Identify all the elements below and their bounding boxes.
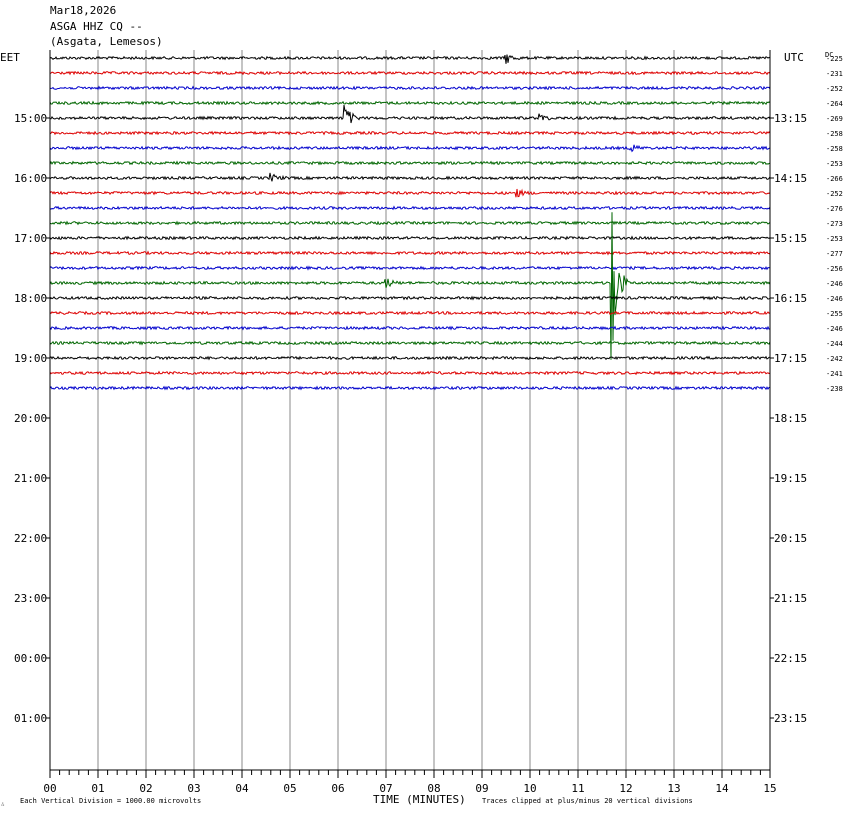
eet-hour-label: 16:00 xyxy=(14,172,47,185)
left-timezone-label: EET xyxy=(0,51,20,64)
x-tick-label: 15 xyxy=(763,782,776,795)
seismic-trace xyxy=(49,250,771,256)
x-tick-label: 08 xyxy=(427,782,440,795)
dc-offset-label: -231 xyxy=(826,70,843,78)
seismic-trace xyxy=(49,188,771,198)
seismic-trace xyxy=(49,172,771,182)
seismic-trace xyxy=(49,370,771,376)
seismic-trace xyxy=(49,325,771,331)
minute-grid xyxy=(97,50,723,770)
seismic-trace xyxy=(49,235,771,241)
label-group: -225 -231 -252 -264 -269 -258 -258 -253 -266 -252… xyxy=(14,55,843,795)
station-label: ASGA HHZ CQ -- xyxy=(50,20,143,33)
x-tick-label: 05 xyxy=(283,782,296,795)
seismic-trace xyxy=(49,355,771,361)
dc-offset-label: -246 xyxy=(826,280,843,288)
eet-hour-label: 21:00 xyxy=(14,472,47,485)
x-tick-label: 01 xyxy=(91,782,104,795)
corner-mark: ∴ xyxy=(1,801,5,808)
utc-hour-label: 22:15 xyxy=(774,652,807,665)
dc-offset-label: -258 xyxy=(826,145,843,153)
dc-offset-label: -276 xyxy=(826,205,843,213)
utc-hour-label: 23:15 xyxy=(774,712,807,725)
x-tick-label: 14 xyxy=(715,782,729,795)
seismic-trace xyxy=(49,144,771,153)
x-tick-label: 09 xyxy=(475,782,488,795)
dc-offset-label: -252 xyxy=(826,85,843,93)
x-tick-label: 13 xyxy=(667,782,680,795)
utc-hour-label: 21:15 xyxy=(774,592,807,605)
dc-offset-label: -266 xyxy=(826,175,843,183)
dc-offset-label: -258 xyxy=(826,130,843,138)
eet-hour-label: 22:00 xyxy=(14,532,47,545)
seismic-trace xyxy=(49,85,771,91)
dc-offset-label: -225 xyxy=(826,55,843,63)
dc-offset-label: -252 xyxy=(826,190,843,198)
date-label: Mar18,2026 xyxy=(50,4,117,17)
seismic-trace xyxy=(49,160,771,166)
dc-offset-label: -264 xyxy=(826,100,843,108)
x-tick-label: 03 xyxy=(187,782,200,795)
seismic-trace xyxy=(49,220,771,226)
location-label: (Asgata, Lemesos) xyxy=(50,35,163,48)
eet-hour-label: 19:00 xyxy=(14,352,47,365)
eet-hour-label: 17:00 xyxy=(14,232,47,245)
utc-hour-label: 18:15 xyxy=(774,412,807,425)
dc-offset-label: -255 xyxy=(826,310,843,318)
eet-hour-label: 20:00 xyxy=(14,412,47,425)
dc-offset-label: -273 xyxy=(826,220,843,228)
seismic-trace xyxy=(49,310,771,316)
dc-offset-label: -242 xyxy=(826,355,843,363)
utc-hour-label: 14:15 xyxy=(774,172,807,185)
seismic-trace xyxy=(49,265,771,271)
right-timezone-label: UTC xyxy=(784,51,804,64)
dc-offset-label: -244 xyxy=(826,340,843,348)
x-tick-label: 00 xyxy=(43,782,56,795)
utc-hour-label: 19:15 xyxy=(774,472,807,485)
seismic-trace xyxy=(49,295,771,301)
dc-label: DC xyxy=(825,51,833,59)
seismic-trace xyxy=(49,212,771,360)
dc-offset-label: -256 xyxy=(826,265,843,273)
utc-hour-label: 15:15 xyxy=(774,232,807,245)
utc-hour-label: 17:15 xyxy=(774,352,807,365)
x-tick-label: 12 xyxy=(619,782,632,795)
footnote-divisions: Each Vertical Division = 1000.00 microvo… xyxy=(20,797,201,805)
x-tick-label: 06 xyxy=(331,782,344,795)
dc-offset-label: -246 xyxy=(826,325,843,333)
axes-group xyxy=(46,50,774,778)
seismic-trace xyxy=(49,340,771,346)
dc-offset-label: -241 xyxy=(826,370,843,378)
seismic-trace xyxy=(49,70,771,76)
seismic-trace xyxy=(49,54,771,64)
x-tick-label: 02 xyxy=(139,782,152,795)
dc-offset-label: -246 xyxy=(826,295,843,303)
x-tick-label: 04 xyxy=(235,782,249,795)
x-tick-label: 11 xyxy=(571,782,584,795)
trace-group xyxy=(49,54,771,391)
utc-hour-label: 13:15 xyxy=(774,112,807,125)
dc-offset-label: -277 xyxy=(826,250,843,258)
dc-offset-label: -238 xyxy=(826,385,843,393)
dc-offset-label: -253 xyxy=(826,160,843,168)
x-tick-label: 07 xyxy=(379,782,392,795)
x-axis-title: TIME (MINUTES) xyxy=(373,793,466,806)
seismic-trace xyxy=(49,205,771,211)
utc-hour-label: 16:15 xyxy=(774,292,807,305)
eet-hour-label: 15:00 xyxy=(14,112,47,125)
seismic-trace xyxy=(49,105,771,124)
eet-hour-label: 01:00 xyxy=(14,712,47,725)
footnote-clipping: Traces clipped at plus/minus 20 vertical… xyxy=(482,797,693,805)
utc-hour-label: 20:15 xyxy=(774,532,807,545)
seismic-trace xyxy=(49,385,771,391)
dc-offset-label: -253 xyxy=(826,235,843,243)
eet-hour-label: 23:00 xyxy=(14,592,47,605)
seismic-trace xyxy=(49,130,771,136)
eet-hour-label: 18:00 xyxy=(14,292,47,305)
eet-hour-label: 00:00 xyxy=(14,652,47,665)
x-tick-label: 10 xyxy=(523,782,536,795)
seismic-trace xyxy=(49,100,771,106)
dc-offset-label: -269 xyxy=(826,115,843,123)
